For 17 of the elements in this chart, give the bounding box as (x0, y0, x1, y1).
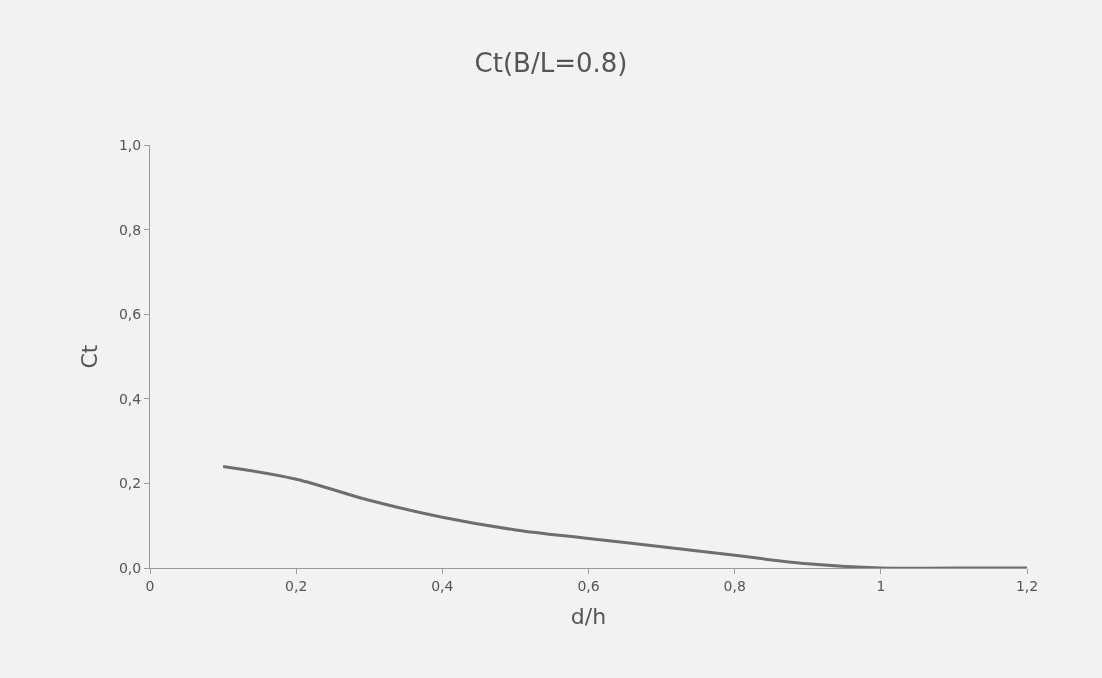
chart-title: Ct(B/L=0.8) (474, 48, 628, 79)
x-tick-label: 0 (145, 577, 155, 594)
y-tick-label: 0,0 (118, 559, 142, 576)
x-tick-label: 0,6 (577, 577, 600, 594)
y-tick-label: 0,6 (118, 306, 142, 323)
y-tick-label: 0,2 (118, 475, 142, 492)
line-series (221, 464, 1027, 568)
x-axis-title: d/h (570, 603, 607, 629)
y-axis-title: Ct (76, 344, 102, 369)
x-tick-label: 0,4 (431, 577, 454, 594)
x-tick-label: 0,2 (285, 577, 308, 594)
y-tick-label: 1,0 (118, 136, 142, 153)
y-tick-label: 0,8 (118, 221, 142, 238)
x-tick-label: 0,8 (723, 577, 746, 594)
y-tick-label: 0,4 (118, 390, 142, 407)
x-tick-label: 1,2 (1015, 577, 1039, 594)
x-tick-label: 1 (876, 577, 886, 594)
